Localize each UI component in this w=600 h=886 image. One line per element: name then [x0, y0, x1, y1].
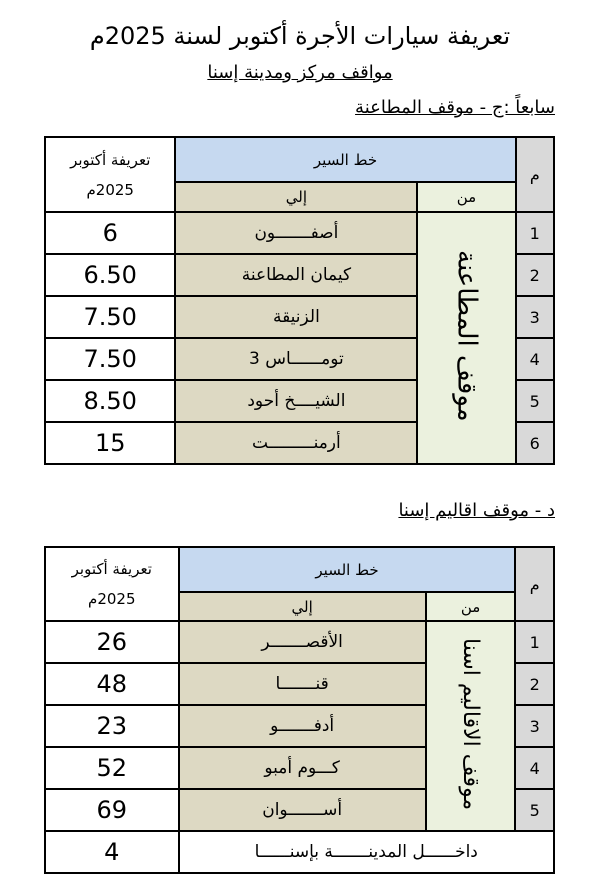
table-row-footer: داخــــــل المدينـــــــة بإسنــــــا 4 [44, 830, 556, 874]
footer-price: 4 [44, 830, 180, 874]
row-num: 3 [514, 295, 556, 339]
row-price: 69 [44, 788, 180, 832]
row-num: 1 [514, 620, 555, 664]
from-text: موقف المطاعنة [451, 250, 482, 422]
section1-heading: سابعاً :ج - موقف المطاعنة [355, 97, 555, 118]
section2-heading-text: د - موقف اقاليم إسنا [398, 500, 555, 521]
subtitle-text: مواقف مركز ومدينة إسنا [207, 62, 393, 83]
page-subtitle: مواقف مركز ومدينة إسنا [0, 62, 600, 83]
table-row: 3 أدفـــــــو 23 [44, 704, 555, 748]
page-title: تعريفة سيارات الأجرة أكتوبر لسنة 2025م [89, 22, 511, 50]
table-row: 3 الزنيقة 7.50 [43, 295, 556, 339]
row-num: 5 [514, 379, 556, 423]
table-row: 1 موقف المطاعنة أصفـــــــون 6 [43, 211, 556, 465]
row-destination: كيمان المطاعنة [174, 253, 419, 297]
row-destination: كـــوم أمبو [177, 746, 427, 790]
row-num: 3 [514, 704, 555, 748]
header-num: م [514, 136, 556, 213]
row-price: 6 [43, 211, 177, 255]
section2-table: م خط السير تعريفة أكتوبر 2025م من إلي 1 م… [44, 546, 556, 874]
row-num: 4 [514, 746, 555, 790]
table-row: 4 كـــوم أمبو 52 [44, 746, 555, 790]
row-destination: تومــــــاس 3 [174, 337, 419, 381]
from-text: موقف الاقاليم اسنا [458, 637, 484, 811]
row-price: 7.50 [43, 337, 177, 381]
header-to: إلي [177, 591, 427, 622]
header-num: م [514, 546, 555, 622]
row-num: 6 [514, 421, 556, 465]
from-cell: موقف الاقاليم اسنا [424, 620, 517, 832]
row-num: 5 [514, 788, 555, 832]
row-destination: أصفـــــــون [174, 211, 419, 255]
header-price-line2: 2025م [86, 180, 134, 199]
row-destination: قنـــــــا [177, 662, 427, 706]
header-route: خط السير [174, 136, 517, 183]
section2-heading: د - موقف اقاليم إسنا [398, 500, 555, 521]
table-row: 2 كيمان المطاعنة 6.50 [43, 253, 556, 297]
table-row: 5 الشيــــخ أحود 8.50 [43, 379, 556, 423]
row-num: 4 [514, 337, 556, 381]
row-price: 26 [44, 620, 180, 664]
header-from: من [424, 591, 517, 622]
row-destination: أرمنـــــــــت [174, 421, 419, 465]
header-price-line1: تعريفة أكتوبر [71, 560, 152, 578]
row-destination: أدفـــــــو [177, 704, 427, 748]
row-num: 1 [514, 211, 556, 255]
table-row: 1 موقف الاقاليم اسنا الأقصـــــــر 26 [44, 620, 555, 832]
row-price: 8.50 [43, 379, 177, 423]
footer-destination: داخــــــل المدينـــــــة بإسنــــــا [177, 830, 556, 874]
row-destination: الشيــــخ أحود [174, 379, 419, 423]
header-route: خط السير [177, 546, 517, 593]
row-num: 2 [514, 253, 556, 297]
section1-heading-text: سابعاً :ج - موقف المطاعنة [355, 97, 555, 118]
row-destination: أســـــــوان [177, 788, 427, 832]
row-price: 7.50 [43, 295, 177, 339]
section1-table: م خط السير تعريفة أكتوبر 2025م من إلي 1 م… [43, 136, 556, 465]
row-price: 48 [44, 662, 180, 706]
header-price: تعريفة أكتوبر 2025م [43, 136, 177, 213]
row-destination: الزنيقة [174, 295, 419, 339]
table-row: 2 قنـــــــا 48 [44, 662, 555, 706]
header-from: من [416, 181, 517, 213]
from-cell: موقف المطاعنة [416, 211, 517, 465]
row-price: 15 [43, 421, 177, 465]
table-row: 5 أســـــــوان 69 [44, 788, 555, 832]
header-price-line1: تعريفة أكتوبر [70, 150, 151, 169]
row-destination: الأقصـــــــر [177, 620, 427, 664]
row-price: 23 [44, 704, 180, 748]
header-price-line2: 2025م [88, 590, 136, 608]
row-price: 52 [44, 746, 180, 790]
row-num: 2 [514, 662, 555, 706]
table-row: 4 تومــــــاس 3 7.50 [43, 337, 556, 381]
row-price: 6.50 [43, 253, 177, 297]
header-to: إلي [174, 181, 419, 213]
table-row: 6 أرمنـــــــــت 15 [43, 421, 556, 465]
header-price: تعريفة أكتوبر 2025م [44, 546, 180, 622]
